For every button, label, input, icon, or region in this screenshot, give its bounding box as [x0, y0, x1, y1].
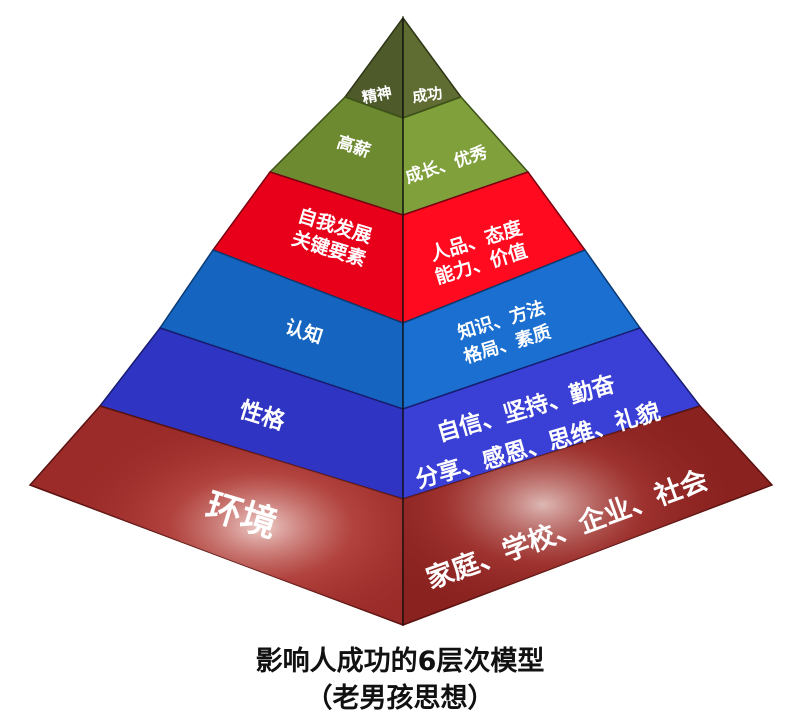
layer-1-left-label: 精神: [360, 83, 393, 107]
diagram-title: 影响人成功的6层次模型: [255, 646, 545, 677]
layer-1-right-label: 成功: [411, 84, 443, 106]
layer-6-left-glow: [30, 406, 403, 625]
layer-6-right-glow: [403, 406, 772, 625]
diagram-subtitle: （老男孩思想）: [305, 683, 495, 714]
